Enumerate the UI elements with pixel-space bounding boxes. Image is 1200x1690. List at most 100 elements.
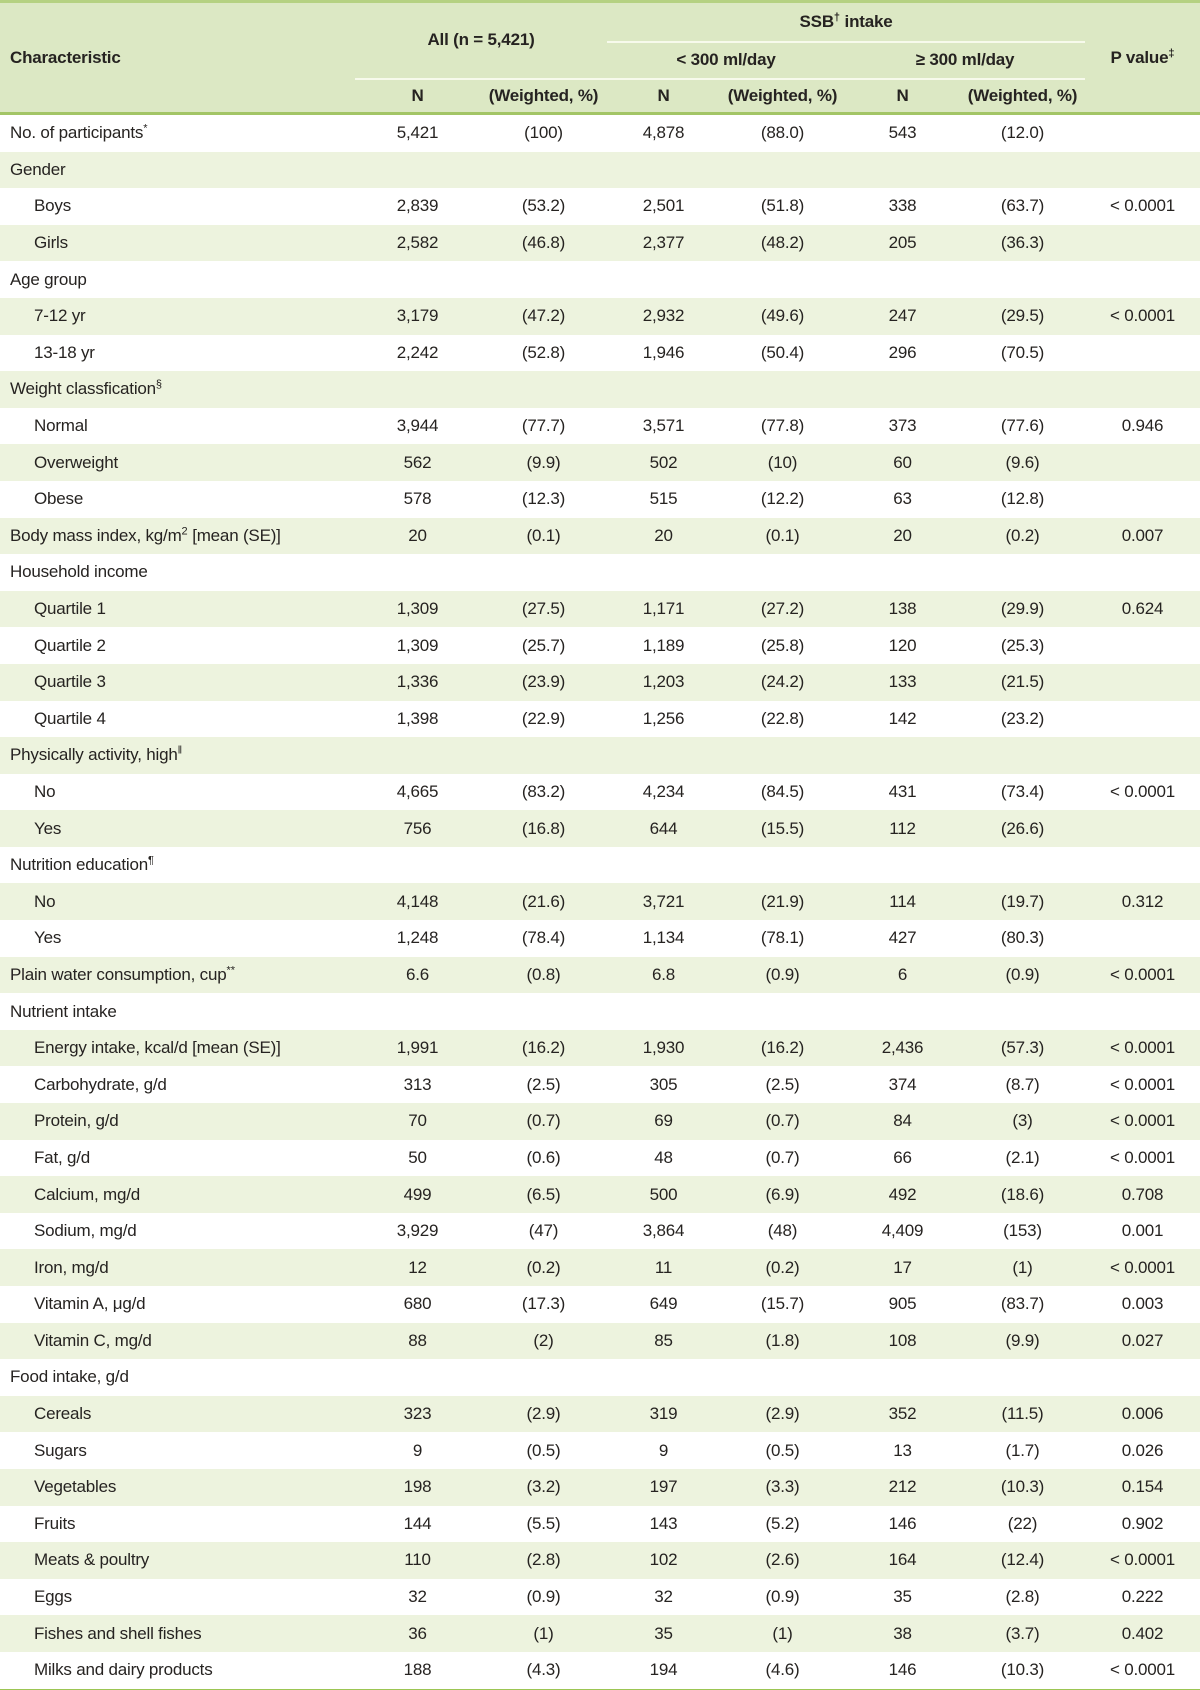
row-label: Quartile 2 [0,627,355,664]
cell-n-all: 499 [355,1176,480,1213]
cell-weighted-ge300: (3) [960,1103,1086,1140]
cell-p-value: 0.026 [1085,1432,1200,1469]
cell-p-value: 0.222 [1085,1578,1200,1616]
cell-p-value [1085,993,1200,1030]
cell-weighted-all: (77.7) [480,407,608,445]
cell-weighted-lt300: (1.8) [720,1322,846,1360]
cell-p-value: < 0.0001 [1085,1066,1200,1104]
row-label: Vitamin C, mg/d [0,1322,355,1360]
cell-n-all: 70 [355,1103,480,1140]
cell-n-ge300 [845,846,961,884]
cell-weighted-all: (27.5) [480,590,608,628]
cell-weighted-all: (12.3) [480,480,608,518]
cell-n-all: 562 [355,444,480,481]
table-row: Girls 2,582 (46.8) 2,377 (48.2) 205 (36.3) [0,224,1200,262]
cell-weighted-all: (25.7) [480,627,608,664]
cell-weighted-all: (6.5) [480,1176,608,1213]
ssb-label-rest: intake [840,11,893,31]
row-label: Plain water consumption, cup** [0,956,355,994]
cell-weighted-lt300: (48.2) [720,224,846,262]
row-label: Yes [0,920,355,957]
cell-weighted-ge300: (57.3) [960,1029,1086,1067]
cell-p-value: < 0.0001 [1085,1139,1200,1177]
cell-n-ge300: 431 [845,773,961,811]
cell-weighted-lt300: (78.1) [720,920,846,957]
table-row: 7-12 yr 3,179 (47.2) 2,932 (49.6) 247 (29.5) < … [0,297,1200,335]
cell-n-all [355,554,480,591]
cell-n-ge300: 114 [845,883,961,921]
cell-n-lt300 [607,846,721,884]
row-label: Gender [0,151,355,189]
cell-n-all: 4,665 [355,773,480,811]
cell-n-lt300: 319 [607,1395,721,1433]
cell-n-lt300: 1,134 [607,920,721,957]
cell-weighted-ge300: (22) [960,1505,1086,1543]
cell-n-lt300 [607,261,721,298]
row-label: Meats & poultry [0,1542,355,1579]
cell-p-value: < 0.0001 [1085,1542,1200,1579]
cell-weighted-ge300 [960,151,1086,189]
cell-weighted-ge300: (0.9) [960,956,1086,994]
cell-weighted-ge300 [960,371,1086,408]
cell-n-lt300: 1,946 [607,334,721,372]
cell-n-ge300: 543 [845,113,961,152]
cell-n-lt300: 305 [607,1066,721,1104]
cell-p-value: 0.402 [1085,1615,1200,1652]
cell-n-all: 3,179 [355,297,480,335]
cell-weighted-lt300: (0.5) [720,1432,846,1469]
cell-weighted-all: (2.8) [480,1542,608,1579]
cell-n-ge300: 296 [845,334,961,372]
row-label: Body mass index, kg/m2 [mean (SE)] [0,517,355,555]
table-row: Sodium, mg/d 3,929 (47) 3,864 (48) 4,409 (153)… [0,1212,1200,1250]
cell-weighted-all [480,737,608,774]
table-row: Gender [0,151,1200,189]
row-label: Food intake, g/d [0,1359,355,1396]
table-row: Milks and dairy products 188 (4.3) 194 (4.6)… [0,1651,1200,1690]
cell-n-lt300 [607,151,721,189]
row-label: Milks and dairy products [0,1651,355,1690]
cell-weighted-all: (46.8) [480,224,608,262]
cell-p-value: < 0.0001 [1085,1249,1200,1286]
cell-p-value [1085,920,1200,957]
cell-n-ge300: 17 [845,1249,961,1286]
cell-p-value [1085,334,1200,372]
cell-weighted-ge300 [960,554,1086,591]
cell-weighted-lt300: (6.9) [720,1176,846,1213]
cell-n-all: 110 [355,1542,480,1579]
table-row: Age group [0,261,1200,298]
p-value-double-dagger: ‡ [1168,46,1175,59]
row-label: 13-18 yr [0,334,355,372]
row-label: No [0,883,355,921]
cell-weighted-all: (83.2) [480,773,608,811]
cell-p-value: < 0.0001 [1085,1103,1200,1140]
cell-n-ge300: 133 [845,663,961,701]
table-row: Body mass index, kg/m2 [mean (SE)] 20 (0.1… [0,517,1200,555]
cell-p-value [1085,480,1200,518]
row-label: Sugars [0,1432,355,1469]
row-label: Overweight [0,444,355,481]
cell-n-ge300: 60 [845,444,961,481]
cell-weighted-lt300: (0.2) [720,1249,846,1286]
row-label: 7-12 yr [0,297,355,335]
cell-n-all: 12 [355,1249,480,1286]
table-row: No 4,148 (21.6) 3,721 (21.9) 114 (19.7) 0.312 [0,883,1200,921]
cell-n-all: 32 [355,1578,480,1616]
cell-weighted-all: (53.2) [480,188,608,225]
cell-weighted-all: (0.6) [480,1139,608,1177]
cell-n-all: 1,248 [355,920,480,957]
cell-n-ge300 [845,371,961,408]
cell-weighted-all: (0.7) [480,1103,608,1140]
table-row: No. of participants* 5,421 (100) 4,878 (88.0… [0,113,1200,152]
cell-weighted-all [480,993,608,1030]
cell-n-ge300 [845,151,961,189]
cell-n-ge300: 4,409 [845,1212,961,1250]
cell-n-all: 6.6 [355,956,480,994]
cell-p-value: 0.312 [1085,883,1200,921]
row-label: Household income [0,554,355,591]
table-row: Yes 756 (16.8) 644 (15.5) 112 (26.6) [0,810,1200,847]
table-row: Normal 3,944 (77.7) 3,571 (77.8) 373 (77.6) 0.9… [0,407,1200,445]
row-label: Obese [0,480,355,518]
cell-n-lt300: 194 [607,1651,721,1690]
cell-n-all: 198 [355,1468,480,1506]
